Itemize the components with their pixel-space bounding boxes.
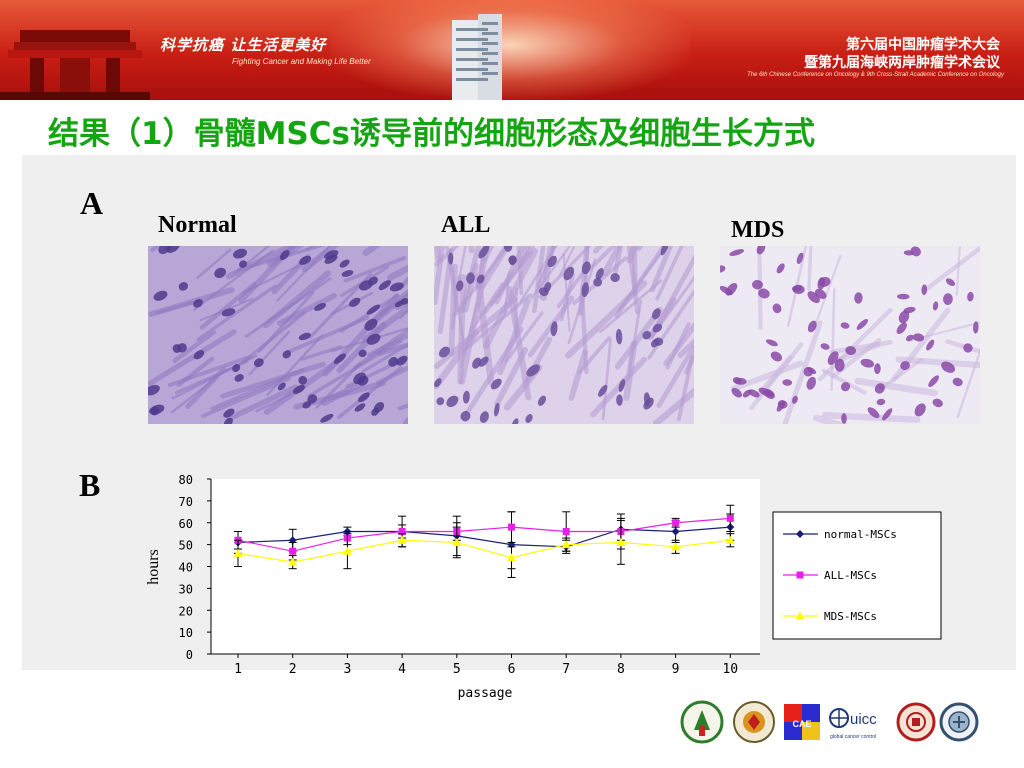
legend-marker	[795, 611, 805, 620]
chart-legend: normal-MSCs ALL-MSCs MDS-MSCs	[772, 511, 942, 640]
data-point-mds-mscs	[671, 542, 681, 551]
x-tick-label: 8	[617, 662, 625, 677]
data-point-normal-mscs	[671, 527, 680, 536]
uicc-logo-subtext: global cancer control	[830, 734, 876, 740]
y-tick-label: 60	[179, 517, 193, 531]
uicc-logo-text: uicc	[850, 711, 877, 728]
data-point-mds-mscs	[397, 535, 407, 544]
slide-title: 结果（1）骨髓MSCs诱导前的细胞形态及细胞生长方式	[48, 116, 815, 152]
x-tick-label: 1	[234, 662, 242, 677]
data-point-mds-mscs	[725, 535, 735, 544]
hospital-building-icon	[452, 14, 502, 100]
banner-glow	[330, 0, 690, 100]
conference-name-line1: 第六届中国肿瘤学术大会	[846, 37, 1000, 53]
y-tick-label: 20	[179, 604, 193, 618]
growth-time-chart: 0 10 20 30 40 50 60 70 80 1 2 3 4 5 6 7 8 9 10 passage hours…	[145, 473, 942, 701]
legend-marker	[796, 530, 804, 538]
data-point-mds-mscs	[616, 537, 626, 546]
y-tick-label: 70	[179, 495, 193, 509]
y-axis-label: hours	[145, 549, 162, 585]
x-tick-label: 7	[562, 662, 570, 677]
x-axis-label: passage	[458, 686, 513, 701]
data-point-mds-mscs	[561, 540, 571, 549]
institution-seal-logo-icon	[939, 702, 979, 742]
series-line-normal-mscs	[237, 526, 731, 548]
y-tick-label: 40	[179, 561, 193, 575]
data-point-mds-mscs	[233, 548, 243, 557]
legend-label: ALL-MSCs	[824, 569, 877, 582]
section-label-a: A	[80, 185, 104, 221]
sponsor-logos: CAE uicc global cancer control	[670, 700, 980, 748]
cancer-association-logo-icon	[733, 701, 775, 743]
legend-marker	[796, 571, 804, 579]
series-line-mds-mscs	[237, 539, 731, 563]
micrograph-all	[434, 246, 694, 424]
y-tick-label: 30	[179, 582, 193, 596]
series-line-all-mscs	[237, 517, 731, 552]
x-tick-label: 10	[722, 662, 738, 677]
uicc-logo-icon: uicc global cancer control	[829, 708, 877, 740]
conference-name-english: The 6th Chinese Conference on Oncology &…	[747, 72, 1004, 78]
y-tick-label: 50	[179, 539, 193, 553]
micrograph-caption-mds: MDS	[731, 217, 785, 243]
x-tick-label: 5	[453, 662, 461, 677]
conference-name-line2: 暨第九届海峡两岸肿瘤学术会议	[804, 55, 1000, 71]
micrograph-mds	[720, 246, 980, 424]
conference-banner: 科学抗癌 让生活更美好 Fighting Cancer and Making L…	[0, 0, 1024, 100]
cae-logo-icon: CAE	[784, 704, 820, 740]
section-label-b: B	[79, 467, 101, 503]
data-point-all-mscs	[398, 528, 406, 535]
cancer-society-logo-icon	[680, 700, 724, 744]
x-tick-label: 9	[672, 662, 680, 677]
data-point-mds-mscs	[342, 546, 352, 555]
legend-label: normal-MSCs	[824, 528, 897, 541]
china-pavilion-icon	[0, 30, 150, 100]
data-point-all-mscs	[289, 547, 297, 555]
plot-area	[211, 479, 760, 654]
x-tick-label: 2	[289, 662, 297, 677]
y-tick-label: 10	[179, 626, 193, 640]
data-point-mds-mscs	[452, 537, 462, 546]
micrograph-caption-all: ALL	[441, 212, 491, 238]
series-mds-mscs	[233, 520, 735, 570]
university-seal-logo-icon	[896, 702, 936, 742]
banner-slogan: 科学抗癌 让生活更美好	[160, 36, 327, 54]
banner-slogan-english: Fighting Cancer and Making Life Better	[232, 57, 371, 66]
data-point-all-mscs	[508, 523, 515, 531]
x-tick-label: 3	[343, 662, 351, 677]
legend-label: MDS-MSCs	[824, 610, 877, 623]
data-point-all-mscs	[562, 528, 570, 535]
y-tick-label: 80	[179, 473, 193, 487]
cae-logo-text: CAE	[792, 719, 811, 729]
y-tick-label: 0	[186, 648, 193, 662]
micrograph-normal	[148, 246, 408, 424]
data-point-all-mscs	[726, 514, 734, 522]
x-tick-label: 6	[508, 662, 516, 677]
data-point-all-mscs	[672, 519, 680, 527]
x-tick-label: 4	[398, 662, 406, 677]
data-point-mds-mscs	[507, 553, 516, 562]
micrograph-caption-normal: Normal	[158, 212, 237, 238]
data-point-mds-mscs	[288, 557, 298, 566]
